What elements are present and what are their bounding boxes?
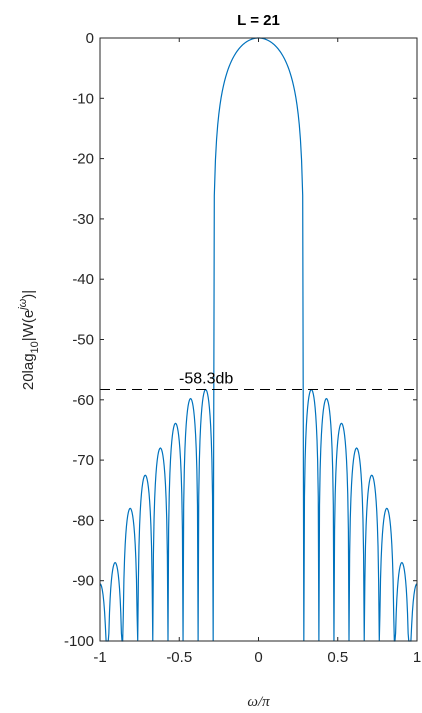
y-tick-label: -40 [72,271,94,288]
y-tick-label: -100 [64,633,94,650]
y-tick-label: -50 [72,332,94,349]
y-axis-label: 20lag10|W(ejω)| [17,290,41,390]
y-tick-label: -30 [72,211,94,228]
y-label-superscript: jω [17,298,29,311]
y-label-end: )| [20,290,37,299]
y-tick-label: -80 [72,512,94,529]
y-tick-label: -90 [72,573,94,590]
annotation-label: -58.3db [179,371,233,388]
chart-title: L = 21 [237,12,280,29]
y-label-mid: |W(e [20,310,37,341]
x-tick-label: 0 [254,649,262,666]
y-label-subscript: 10 [29,341,41,353]
x-tick-label: 1 [413,649,421,666]
y-tick-label: -20 [72,151,94,168]
y-tick-label: -60 [72,392,94,409]
y-tick-label: 0 [86,30,94,47]
plot-area [100,38,417,641]
x-axis-label: ω/π [247,694,270,710]
x-tick-label: -0.5 [166,649,192,666]
y-tick-label: -70 [72,452,94,469]
x-tick-label: 0.5 [327,649,348,666]
y-label-main: 20lag [20,353,37,390]
x-tick-label: -1 [93,649,106,666]
y-tick-label: -10 [72,90,94,107]
